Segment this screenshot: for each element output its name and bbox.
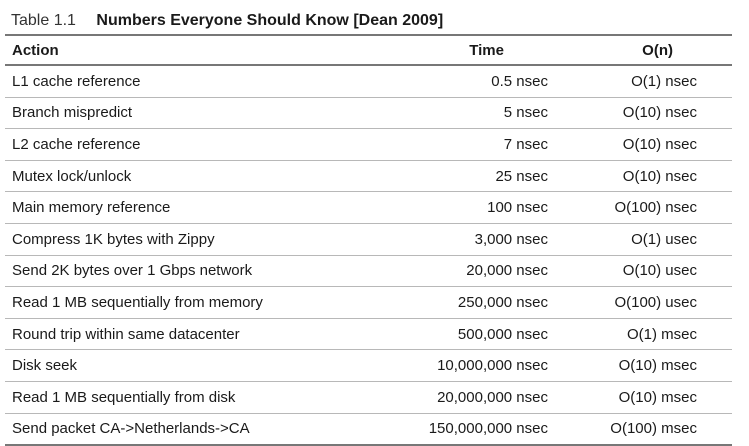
time-cell: 250,000 nsec [457, 293, 548, 311]
action-cell: Main memory reference [12, 199, 171, 217]
o-n-cell: O(10) msec [618, 357, 697, 375]
table-row: Send 2K bytes over 1 Gbps network 20,000… [5, 256, 732, 288]
table-number: Table 1.1 [11, 12, 76, 29]
o-n-cell: O(100) nsec [614, 199, 697, 217]
action-cell: Mutex lock/unlock [12, 167, 132, 185]
action-cell: Compress 1K bytes with Zippy [12, 230, 215, 248]
o-n-cell: O(10) nsec [622, 167, 697, 185]
table-row: Mutex lock/unlock 25 nsec O(10) nsec [5, 161, 732, 193]
table-row: Round trip within same datacenter 500,00… [5, 319, 732, 351]
time-cell: 100 nsec [487, 199, 548, 217]
column-header-time: Time [469, 41, 504, 59]
o-n-cell: O(1) usec [631, 230, 697, 248]
o-n-cell: O(100) usec [614, 293, 697, 311]
numbers-table: Action Time O(n) L1 cache reference 0.5 … [5, 34, 732, 446]
action-cell: Read 1 MB sequentially from disk [12, 388, 236, 406]
time-cell: 5 nsec [503, 104, 548, 122]
o-n-cell: O(100) msec [610, 420, 697, 438]
table-row: Main memory reference 100 nsec O(100) ns… [5, 192, 732, 224]
table-row: Read 1 MB sequentially from memory 250,0… [5, 287, 732, 319]
time-cell: 0.5 nsec [491, 72, 548, 90]
o-n-cell: O(1) nsec [631, 72, 697, 90]
o-n-cell: O(10) msec [618, 388, 697, 406]
time-cell: 20,000 nsec [466, 262, 548, 280]
action-cell: Branch mispredict [12, 104, 133, 122]
table-row: L1 cache reference 0.5 nsec O(1) nsec [5, 66, 732, 98]
table-header-row: Action Time O(n) [5, 36, 732, 66]
time-cell: 3,000 nsec [474, 230, 548, 248]
action-cell: Send 2K bytes over 1 Gbps network [12, 262, 253, 280]
table-row: L2 cache reference 7 nsec O(10) nsec [5, 129, 732, 161]
table-row: Disk seek 10,000,000 nsec O(10) msec [5, 350, 732, 382]
table-row: Branch mispredict 5 nsec O(10) nsec [5, 98, 732, 130]
o-n-cell: O(10) usec [622, 262, 697, 280]
time-cell: 10,000,000 nsec [437, 357, 548, 375]
column-header-o-n: O(n) [642, 41, 673, 59]
action-cell: Disk seek [12, 357, 78, 375]
time-cell: 7 nsec [503, 135, 548, 153]
o-n-cell: O(10) nsec [622, 135, 697, 153]
action-cell: Read 1 MB sequentially from memory [12, 293, 263, 311]
column-header-action: Action [12, 41, 59, 59]
time-cell: 500,000 nsec [457, 325, 548, 343]
time-cell: 25 nsec [495, 167, 548, 185]
action-cell: L2 cache reference [12, 135, 141, 153]
table-caption: Table 1.1 Numbers Everyone Should Know [… [11, 10, 443, 32]
action-cell: Send packet CA->Netherlands->CA [12, 420, 250, 438]
table-row: Send packet CA->Netherlands->CA 150,000,… [5, 414, 732, 446]
time-cell: 20,000,000 nsec [437, 388, 548, 406]
time-cell: 150,000,000 nsec [428, 420, 548, 438]
action-cell: L1 cache reference [12, 72, 141, 90]
action-cell: Round trip within same datacenter [12, 325, 240, 343]
table-title: Numbers Everyone Should Know [Dean 2009] [96, 12, 444, 29]
table-row: Compress 1K bytes with Zippy 3,000 nsec … [5, 224, 732, 256]
o-n-cell: O(10) nsec [622, 104, 697, 122]
table-row: Read 1 MB sequentially from disk 20,000,… [5, 382, 732, 414]
o-n-cell: O(1) msec [626, 325, 697, 343]
